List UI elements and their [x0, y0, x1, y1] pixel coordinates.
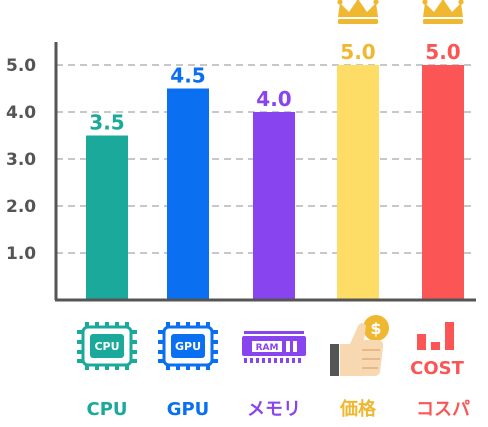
category-label: コスパ [416, 399, 470, 420]
y-tick-label: 2.0 [6, 197, 36, 217]
category-labels: CPU GPU メモリ 価格 コスパ [86, 398, 470, 420]
category-label: GPU [167, 399, 210, 420]
cpu-chip-icon: CPU [77, 322, 137, 370]
gpu-chip-icon: GPU [158, 322, 218, 370]
bar [167, 88, 209, 300]
crowns [337, 0, 464, 24]
bar [253, 112, 295, 300]
category-label: CPU [86, 399, 127, 420]
category-label: メモリ [247, 399, 301, 420]
bar [422, 65, 464, 300]
value-label: 5.0 [425, 40, 460, 64]
cost-bars-icon: COST [410, 322, 465, 379]
thumbs-up-coin-icon: $ [330, 315, 389, 376]
ram-module-icon: RAM [242, 331, 306, 363]
value-label: 5.0 [340, 40, 375, 64]
cpu-icon-text: CPU [94, 340, 119, 353]
cost-icon-text: COST [410, 358, 464, 379]
y-tick-label: 4.0 [6, 103, 36, 123]
category-label: 価格 [339, 398, 377, 420]
y-axis-ticks: 1.0 2.0 3.0 4.0 5.0 [6, 56, 36, 264]
y-tick-label: 5.0 [6, 56, 36, 76]
value-label: 4.0 [256, 87, 291, 111]
crown-icon [422, 0, 464, 24]
bar [86, 135, 128, 300]
gpu-icon-text: GPU [175, 340, 201, 353]
ram-icon-text: RAM [256, 343, 279, 353]
y-tick-label: 3.0 [6, 150, 36, 170]
coin-dollar-text: $ [370, 319, 381, 338]
value-label: 3.5 [89, 111, 124, 135]
crown-icon [337, 0, 379, 24]
value-label: 4.5 [170, 64, 205, 88]
y-tick-label: 1.0 [6, 244, 36, 264]
bar [337, 65, 379, 300]
bars [86, 65, 464, 300]
value-labels: 3.5 4.5 4.0 5.0 5.0 [89, 40, 460, 135]
